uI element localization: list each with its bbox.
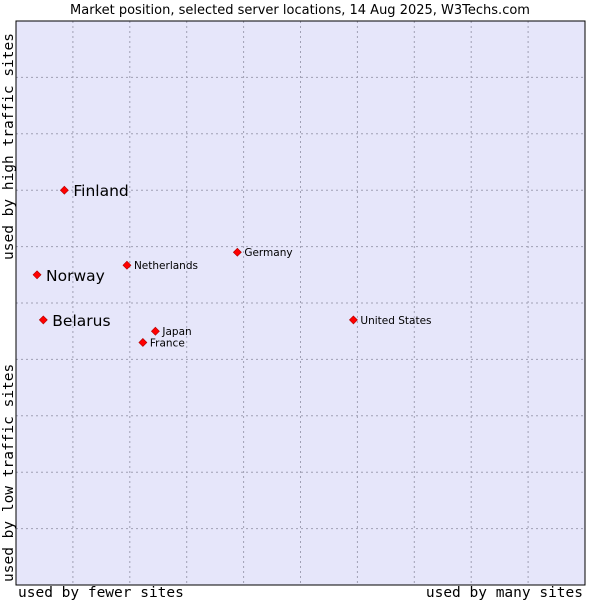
y-axis-label-bottom: used by low traffic sites xyxy=(1,364,17,582)
point-belarus: Belarus xyxy=(38,312,111,330)
y-axis-label-top: used by high traffic sites xyxy=(1,33,17,260)
marker-netherlands xyxy=(122,260,132,270)
marker-finland xyxy=(59,185,69,195)
point-germany: Germany xyxy=(232,247,293,259)
point-netherlands: Netherlands xyxy=(122,260,198,272)
label-belarus: Belarus xyxy=(52,312,110,330)
x-axis-label-left: used by fewer sites xyxy=(18,585,184,600)
data-points: Finland Norway Belarus Germany Netherlands Un… xyxy=(32,182,432,349)
grid-lines xyxy=(16,21,585,585)
point-france: France xyxy=(138,337,185,349)
marker-germany xyxy=(232,247,242,257)
label-finland: Finland xyxy=(73,182,128,200)
marker-norway xyxy=(32,270,42,280)
label-norway: Norway xyxy=(46,267,105,285)
plot-border xyxy=(15,20,586,586)
marker-belarus xyxy=(38,315,48,325)
marker-japan xyxy=(150,326,160,336)
label-japan: Japan xyxy=(161,326,191,338)
chart-title: Market position, selected server locatio… xyxy=(70,3,530,18)
point-finland: Finland xyxy=(59,182,129,200)
point-japan: Japan xyxy=(150,326,192,338)
x-axis-label-right: used by many sites xyxy=(426,585,583,600)
label-united-states: United States xyxy=(360,315,431,327)
label-germany: Germany xyxy=(244,247,292,259)
marker-france xyxy=(138,338,148,347)
label-netherlands: Netherlands xyxy=(134,260,198,272)
marker-united-states xyxy=(348,315,358,325)
label-france: France xyxy=(150,337,185,349)
point-norway: Norway xyxy=(32,267,105,285)
point-united-states: United States xyxy=(348,315,432,327)
